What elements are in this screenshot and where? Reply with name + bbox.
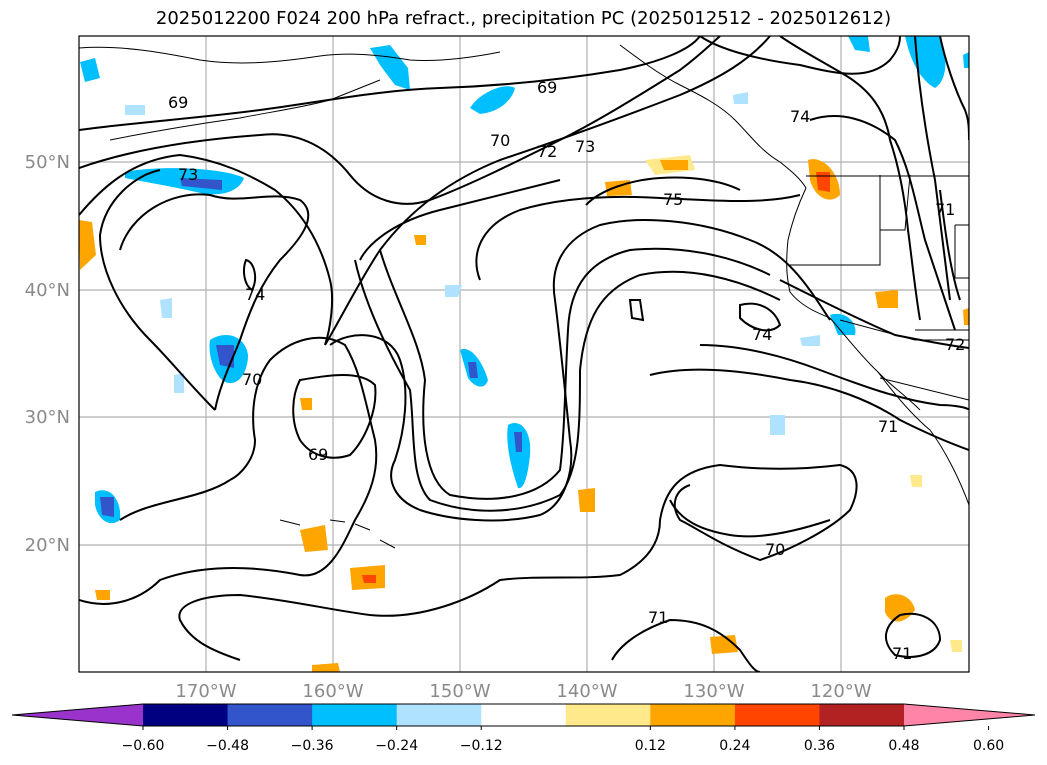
lat-label-30n: 30°N xyxy=(25,407,70,428)
gridlines xyxy=(79,36,969,672)
contour-label-71-a: 71 xyxy=(648,608,668,627)
contour-labels: 69 69 70 72 73 73 74 74 74 75 70 69 70 7… xyxy=(168,78,965,663)
colorbar-extend-low xyxy=(12,704,143,726)
colorbar: −0.60 −0.48 −0.36 −0.24 −0.12 0.12 0.24 0.36 0.4… xyxy=(11,703,1036,754)
colorbar-box xyxy=(734,704,820,726)
colorbar-tick-label: −0.60 xyxy=(122,738,165,754)
precip-negative xyxy=(80,36,969,524)
colorbar-tick-label: 0.48 xyxy=(888,738,919,754)
colorbar-tick-label: 0.12 xyxy=(635,738,666,754)
contour-label-73-a: 73 xyxy=(575,137,595,156)
contour-label-72-b: 72 xyxy=(945,335,965,354)
colorbar-box xyxy=(312,704,398,726)
colorbar-tick-label: −0.12 xyxy=(460,738,503,754)
colorbar-tick-label: 0.36 xyxy=(804,738,835,754)
contour-label-71-c: 71 xyxy=(878,417,898,436)
colorbar-box xyxy=(819,704,905,726)
lat-label-40n: 40°N xyxy=(25,280,70,301)
lon-label-170w: 170°W xyxy=(175,681,236,702)
colorbar-box xyxy=(143,704,229,726)
contour-label-74-a: 74 xyxy=(790,107,810,126)
lon-label-150w: 150°W xyxy=(429,681,490,702)
map-frame xyxy=(78,35,970,673)
colorbar-tick-label: −0.48 xyxy=(206,738,249,754)
colorbar-box xyxy=(396,704,482,726)
lon-label-130w: 130°W xyxy=(683,681,744,702)
contour-label-74-c: 74 xyxy=(752,325,772,344)
contour-label-70-a: 70 xyxy=(490,131,510,150)
colorbar-tick-label: 0.24 xyxy=(719,738,750,754)
lon-label-160w: 160°W xyxy=(302,681,363,702)
contour-label-72-a: 72 xyxy=(537,142,557,161)
precip-positive xyxy=(79,155,969,672)
lat-label-20n: 20°N xyxy=(25,535,70,556)
contour-label-69-a: 69 xyxy=(168,93,188,112)
contour-label-75: 75 xyxy=(663,190,683,209)
colorbar-box xyxy=(227,704,313,726)
contour-label-69-b: 69 xyxy=(537,78,557,97)
contour-label-71-b: 71 xyxy=(892,644,912,663)
colorbar-tick-label: 0.60 xyxy=(973,738,1004,754)
coastlines xyxy=(79,44,969,549)
lon-label-140w: 140°W xyxy=(556,681,617,702)
colorbar-box xyxy=(650,704,736,726)
contour-label-70-b: 70 xyxy=(242,370,262,389)
contour-label-69-c: 69 xyxy=(308,445,328,464)
latitude-labels: 50°N 40°N 30°N 20°N xyxy=(25,152,70,556)
colorbar-box xyxy=(481,704,567,726)
colorbar-tick-label: −0.24 xyxy=(375,738,418,754)
lon-label-120w: 120°W xyxy=(810,681,871,702)
contour-label-73-b: 73 xyxy=(178,165,198,184)
lat-label-50n: 50°N xyxy=(25,152,70,173)
colorbar-tick-label: −0.36 xyxy=(291,738,334,754)
contour-label-74-b: 74 xyxy=(245,285,265,304)
map-title: 2025012200 F024 200 hPa refract., precip… xyxy=(155,8,892,29)
colorbar-box xyxy=(565,704,651,726)
colorbar-extend-high xyxy=(904,704,1035,726)
contour-label-70-c: 70 xyxy=(765,540,785,559)
contour-label-71-d: 71 xyxy=(935,200,955,219)
longitude-labels: 170°W 160°W 150°W 140°W 130°W 120°W xyxy=(175,681,871,702)
contours xyxy=(79,36,969,672)
